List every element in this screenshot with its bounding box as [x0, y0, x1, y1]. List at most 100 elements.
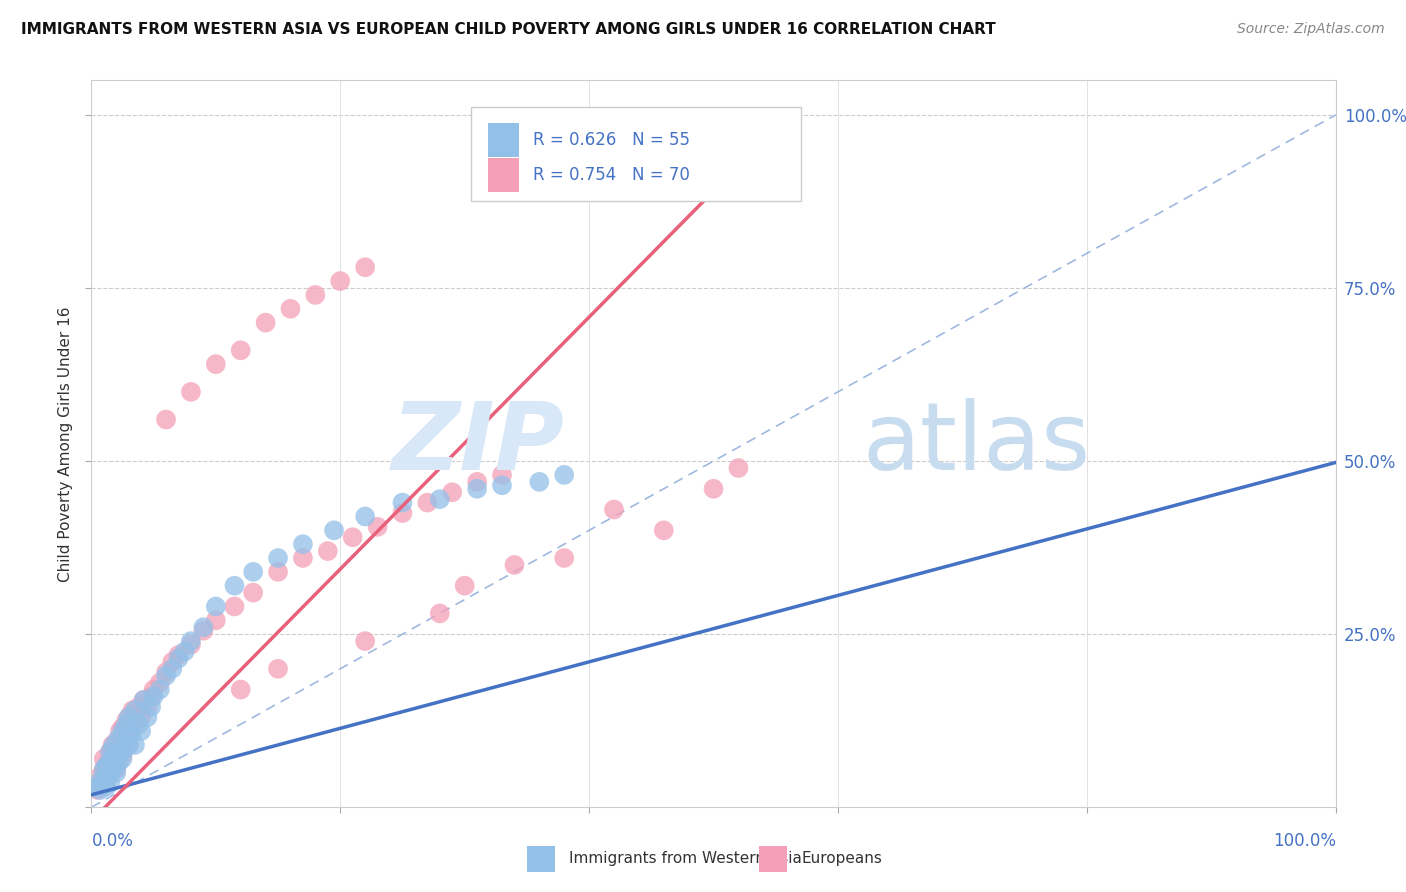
Point — [173, 644, 195, 658]
Text: IMMIGRANTS FROM WESTERN ASIA VS EUROPEAN CHILD POVERTY AMONG GIRLS UNDER 16 CORR: IMMIGRANTS FROM WESTERN ASIA VS EUROPEAN… — [21, 22, 995, 37]
Point — [224, 579, 246, 593]
Point — [304, 288, 326, 302]
Point — [105, 765, 128, 780]
Point — [118, 738, 141, 752]
Point — [103, 762, 125, 776]
Text: Source: ZipAtlas.com: Source: ZipAtlas.com — [1237, 22, 1385, 37]
Point — [354, 509, 377, 524]
Point — [167, 648, 190, 662]
Point — [98, 745, 121, 759]
Point — [108, 724, 131, 739]
Point — [97, 769, 120, 783]
Point — [242, 585, 264, 599]
Point — [93, 762, 115, 776]
Point — [205, 613, 228, 627]
Point — [111, 724, 134, 739]
Point — [107, 745, 129, 759]
Point — [90, 776, 112, 790]
Point — [491, 467, 513, 482]
Point — [132, 693, 155, 707]
Point — [98, 765, 121, 780]
Y-axis label: Child Poverty Among Girls Under 16: Child Poverty Among Girls Under 16 — [58, 306, 73, 582]
Point — [205, 599, 228, 614]
Point — [96, 772, 118, 787]
Point — [121, 703, 143, 717]
Point — [93, 752, 115, 766]
Point — [129, 724, 152, 739]
Point — [93, 776, 115, 790]
Point — [97, 756, 120, 770]
Point — [205, 357, 228, 371]
Text: ZIP: ZIP — [391, 398, 564, 490]
Point — [139, 699, 162, 714]
Point — [652, 524, 675, 538]
Point — [110, 745, 132, 759]
Point — [118, 710, 141, 724]
Text: Europeans: Europeans — [801, 852, 883, 866]
Point — [149, 675, 172, 690]
Point — [96, 780, 118, 794]
Point — [603, 502, 626, 516]
Point — [429, 607, 451, 621]
Text: R = 0.626   N = 55: R = 0.626 N = 55 — [533, 131, 690, 149]
Point — [553, 467, 575, 482]
Point — [86, 780, 108, 794]
Point — [118, 738, 141, 752]
Point — [242, 565, 264, 579]
Point — [100, 765, 122, 780]
Text: Immigrants from Western Asia: Immigrants from Western Asia — [569, 852, 803, 866]
Point — [193, 624, 215, 638]
Point — [465, 475, 488, 489]
Point — [101, 752, 124, 766]
Point — [118, 710, 141, 724]
Point — [391, 495, 413, 509]
Point — [465, 482, 488, 496]
Point — [115, 714, 138, 728]
Point — [155, 412, 177, 426]
Point — [180, 634, 202, 648]
Point — [162, 662, 184, 676]
Point — [254, 316, 277, 330]
Point — [128, 717, 150, 731]
Point — [416, 495, 439, 509]
Point — [128, 699, 150, 714]
Point — [124, 717, 146, 731]
Point — [491, 478, 513, 492]
Point — [224, 599, 246, 614]
Point — [136, 710, 159, 724]
Point — [155, 665, 177, 680]
Point — [267, 565, 290, 579]
Point — [89, 783, 111, 797]
Point — [329, 274, 352, 288]
Point — [105, 734, 128, 748]
Point — [105, 762, 128, 776]
Point — [111, 752, 134, 766]
Point — [354, 260, 377, 275]
Point — [142, 682, 165, 697]
Point — [124, 738, 146, 752]
Point — [193, 620, 215, 634]
Point — [267, 662, 290, 676]
Point — [142, 690, 165, 704]
Point — [86, 783, 108, 797]
Point — [101, 738, 124, 752]
Point — [354, 634, 377, 648]
Text: 0.0%: 0.0% — [91, 831, 134, 849]
Point — [453, 579, 475, 593]
Point — [155, 669, 177, 683]
Point — [139, 690, 162, 704]
Point — [429, 492, 451, 507]
Point — [553, 551, 575, 566]
Point — [180, 638, 202, 652]
Point — [441, 485, 464, 500]
Point — [503, 558, 526, 572]
Point — [149, 682, 172, 697]
Point — [111, 721, 134, 735]
Point — [114, 741, 136, 756]
Point — [727, 461, 749, 475]
Point — [291, 537, 314, 551]
Point — [162, 655, 184, 669]
Point — [342, 530, 364, 544]
Point — [96, 758, 118, 772]
Point — [98, 776, 121, 790]
